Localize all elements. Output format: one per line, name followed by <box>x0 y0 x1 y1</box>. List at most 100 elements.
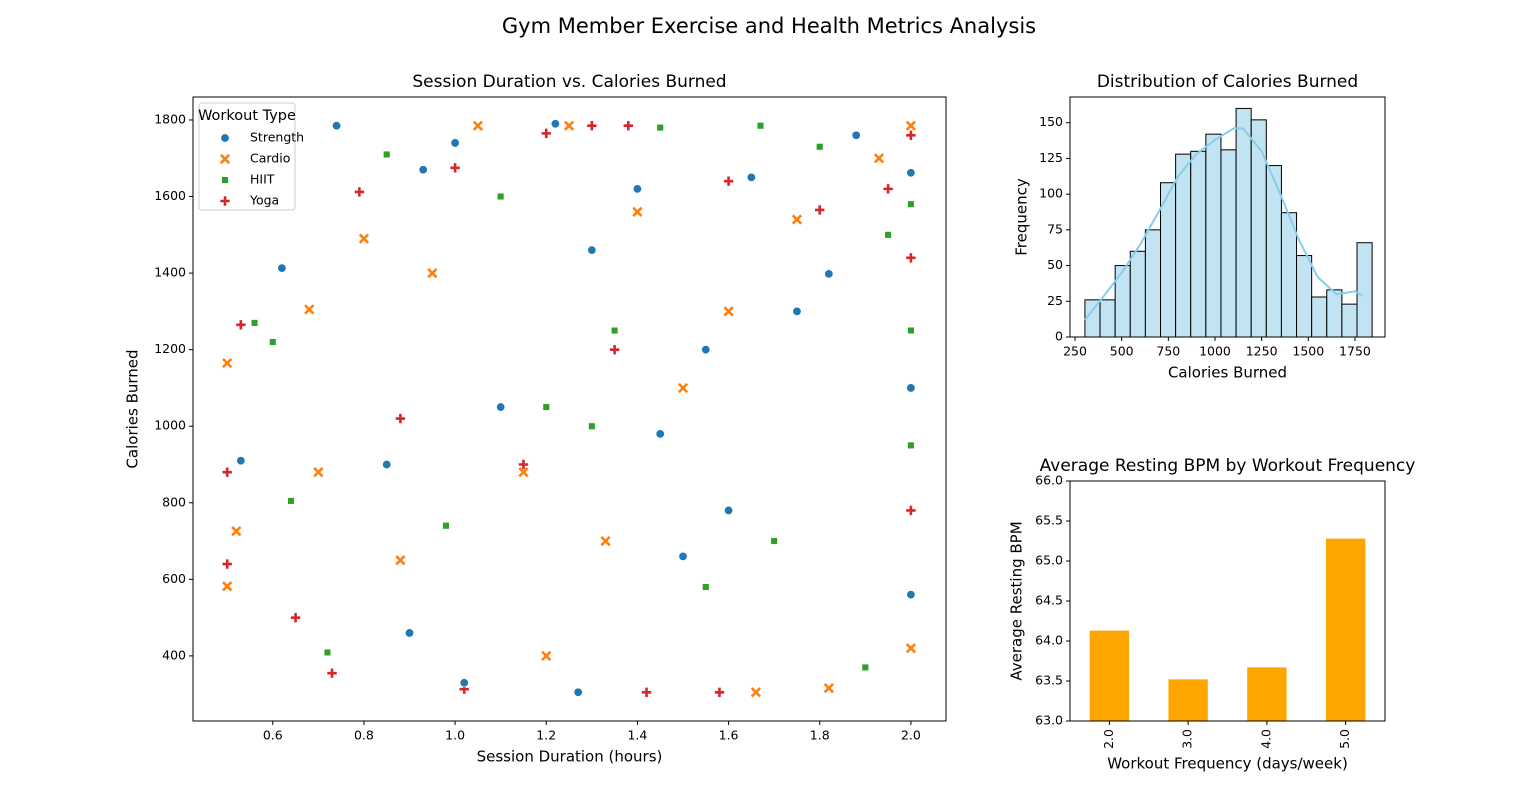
point <box>563 120 575 131</box>
point <box>405 628 415 638</box>
bar <box>1220 149 1237 338</box>
bar <box>1356 242 1373 338</box>
x-tick-label: 750 <box>1156 344 1180 359</box>
point <box>222 467 232 477</box>
point <box>573 687 583 697</box>
legend-marker <box>220 196 230 206</box>
y-tick-label: 66.0 <box>1035 473 1063 488</box>
bar <box>1325 538 1366 721</box>
point <box>678 551 688 561</box>
point <box>418 165 428 175</box>
y-tick-label: 63.0 <box>1035 713 1063 728</box>
plot-area <box>222 119 917 698</box>
point <box>541 128 551 139</box>
point <box>714 687 725 697</box>
x-axis-label: Calories Burned <box>1168 364 1287 382</box>
y-tick-label: 65.5 <box>1035 513 1063 528</box>
chart-title: Average Resting BPM by Workout Frequency <box>1040 456 1416 476</box>
bar <box>1235 107 1252 338</box>
plot-area <box>1084 107 1373 338</box>
point <box>588 422 596 430</box>
x-tick-label: 1.4 <box>627 728 647 743</box>
legend-marker <box>220 133 230 143</box>
x-tick-label: 1000 <box>1199 344 1231 359</box>
x-axis-label: Workout Frequency (days/week) <box>1107 755 1348 773</box>
point <box>883 184 893 194</box>
x-tick-label: 250 <box>1063 344 1087 359</box>
y-axis-label: Calories Burned <box>124 349 142 468</box>
bar <box>1190 150 1207 338</box>
point <box>823 682 834 694</box>
axes-frame <box>1069 480 1386 722</box>
bar <box>1168 679 1208 721</box>
point <box>724 505 734 515</box>
point <box>906 168 916 178</box>
point <box>236 320 246 330</box>
point <box>723 306 734 317</box>
point <box>496 402 506 412</box>
y-tick-label: 0 <box>1055 329 1063 344</box>
point <box>542 403 550 411</box>
x-tick-label: 1.6 <box>719 728 739 743</box>
point <box>655 429 665 439</box>
x-tick-label: 1500 <box>1292 344 1324 359</box>
point <box>518 459 529 470</box>
point <box>550 119 560 129</box>
y-tick-label: 1400 <box>154 265 186 280</box>
y-tick-label: 25 <box>1047 293 1063 308</box>
point <box>497 192 505 201</box>
bar <box>1205 133 1222 338</box>
point <box>907 200 915 208</box>
legend-title: Workout Type <box>198 108 296 124</box>
x-tick-label: 1.2 <box>536 728 556 743</box>
bar <box>1099 299 1116 338</box>
point <box>395 413 406 424</box>
bar <box>1144 229 1162 338</box>
x-tick-label: 3.0 <box>1180 729 1195 749</box>
bar <box>1089 630 1130 721</box>
bar <box>1326 289 1343 338</box>
point <box>905 643 917 654</box>
point <box>472 120 484 131</box>
point <box>313 467 324 478</box>
point <box>750 687 762 698</box>
legend-label: Yoga <box>249 193 279 208</box>
y-tick-label: 600 <box>162 571 186 586</box>
x-tick-label: 1750 <box>1339 344 1371 359</box>
point <box>231 526 242 537</box>
point <box>222 559 232 569</box>
point <box>905 120 917 131</box>
point <box>873 153 885 164</box>
point <box>442 522 450 530</box>
point <box>609 344 620 355</box>
point <box>656 124 664 132</box>
legend-marker <box>219 153 231 165</box>
bar <box>1175 153 1192 338</box>
point <box>677 382 689 394</box>
point <box>222 581 233 592</box>
point <box>906 253 916 263</box>
point <box>632 184 642 194</box>
y-tick-label: 1000 <box>154 418 186 433</box>
y-tick-label: 400 <box>162 647 186 662</box>
x-tick-label: 1.0 <box>445 728 465 743</box>
point <box>450 163 460 173</box>
bar <box>1311 296 1328 338</box>
point <box>587 121 597 131</box>
y-tick-label: 1600 <box>154 188 186 203</box>
point <box>395 555 406 566</box>
point <box>907 326 915 335</box>
bar <box>1280 212 1298 338</box>
y-tick-label: 125 <box>1039 150 1063 165</box>
point <box>906 505 916 516</box>
kde-line <box>1084 127 1363 321</box>
y-tick-label: 150 <box>1039 114 1063 129</box>
point <box>277 263 287 273</box>
x-tick-label: 4.0 <box>1258 729 1273 749</box>
figure-title: Gym Member Exercise and Health Metrics A… <box>502 14 1036 38</box>
point <box>701 345 711 355</box>
legend-label: Strength <box>250 130 304 145</box>
chart-title: Distribution of Calories Burned <box>1097 72 1358 92</box>
point <box>756 122 765 130</box>
point <box>250 319 259 327</box>
